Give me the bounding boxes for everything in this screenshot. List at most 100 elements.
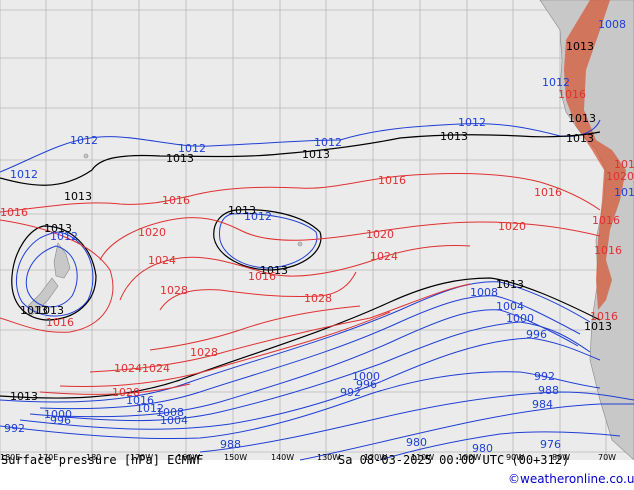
isobar-1016-nz bbox=[0, 219, 114, 333]
label-1016-e: 1016 bbox=[248, 270, 276, 283]
isobar-labels: 1012 1012 1012 1012 1012 1012 1012 1008 … bbox=[0, 18, 634, 455]
land-masses bbox=[27, 0, 634, 461]
credit-link[interactable]: ©weatheronline.co.uk bbox=[508, 472, 634, 486]
isobar-1013-north bbox=[0, 131, 601, 186]
label-1012-d: 1012 bbox=[458, 116, 486, 129]
isobar-980 bbox=[379, 431, 621, 461]
label-1028-a: 1028 bbox=[160, 284, 188, 297]
label-1024-a: 1024 bbox=[148, 254, 176, 267]
label-1028-b: 1028 bbox=[304, 292, 332, 305]
label-1013-a: 1013 bbox=[166, 152, 194, 165]
pacific-island bbox=[297, 241, 303, 247]
label-1020-a: 1020 bbox=[138, 226, 166, 239]
label-1016-c: 1016 bbox=[378, 174, 406, 187]
label-1013-m: 1013 bbox=[584, 320, 612, 333]
lon-label: 70W bbox=[598, 453, 616, 462]
label-1016-d: 1016 bbox=[534, 186, 562, 199]
chatham-island bbox=[83, 153, 89, 159]
lon-label: 160W bbox=[177, 453, 200, 462]
isobar-1008-nz-cell bbox=[25, 245, 78, 308]
label-1013-l: 1013 bbox=[568, 112, 596, 125]
label-1013-e: 1013 bbox=[64, 190, 92, 203]
label-1016-b: 1016 bbox=[162, 194, 190, 207]
label-1016-blue: 1016 bbox=[126, 394, 154, 407]
label-1012-b: 1012 bbox=[178, 142, 206, 155]
lon-label: 170W bbox=[130, 453, 153, 462]
label-1028-c: 1028 bbox=[190, 346, 218, 359]
label-976-a: 976 bbox=[540, 438, 561, 451]
new-zealand-north bbox=[53, 242, 71, 279]
label-1008-c: 1008 bbox=[598, 18, 626, 31]
label-1000-c: 1000 bbox=[44, 408, 72, 421]
isobars-high bbox=[0, 173, 601, 395]
label-1013-n: 1013 bbox=[20, 304, 48, 317]
isobar-1028 bbox=[159, 271, 357, 311]
label-1000-b: 1000 bbox=[352, 370, 380, 383]
label-1013-o: 1013 bbox=[496, 278, 524, 291]
isobar-1028-inner bbox=[149, 305, 361, 351]
label-1016-i: 1016 bbox=[558, 88, 586, 101]
lon-label: 180 bbox=[86, 453, 101, 462]
lon-label: 140W bbox=[271, 453, 294, 462]
label-996-a: 996 bbox=[526, 328, 547, 341]
isobar-1012-south bbox=[0, 281, 591, 403]
label-1012-g: 1012 bbox=[244, 210, 272, 223]
isobar-1020 bbox=[99, 217, 601, 261]
map-title: Surface pressure [hPa] ECMWF bbox=[1, 453, 204, 467]
label-1012-a: 1012 bbox=[70, 134, 98, 147]
lon-label: 90W bbox=[506, 453, 524, 462]
isobar-1020-south bbox=[59, 311, 391, 387]
isobar-1013-central bbox=[213, 209, 322, 271]
label-996-b: 996 bbox=[356, 378, 377, 391]
label-1013-g: 1013 bbox=[228, 204, 256, 217]
label-1013-j: 1013 bbox=[10, 390, 38, 403]
graticule bbox=[0, 0, 634, 460]
label-1020-e: 1020 bbox=[606, 170, 634, 183]
label-992-c: 992 bbox=[4, 422, 25, 435]
label-1016-a: 1016 bbox=[0, 206, 28, 219]
label-1000-a: 1000 bbox=[506, 312, 534, 325]
isobar-1012-central-low bbox=[219, 213, 318, 269]
label-1004-a: 1004 bbox=[496, 300, 524, 313]
label-1008-b: 1008 bbox=[156, 406, 184, 419]
label-1008-a: 1008 bbox=[470, 286, 498, 299]
label-1012-i: 1012 bbox=[542, 76, 570, 89]
label-1020-c: 1020 bbox=[498, 220, 526, 233]
isobar-996 bbox=[19, 337, 601, 430]
isobar-1012-nz-cell bbox=[15, 231, 94, 317]
lon-label: 180E bbox=[0, 453, 20, 462]
isobar-1016-south bbox=[39, 383, 191, 395]
label-1013-b: 1013 bbox=[302, 148, 330, 161]
label-992-b: 992 bbox=[340, 386, 361, 399]
label-1013-k: 1013 bbox=[566, 40, 594, 53]
label-1012-h: 1012 bbox=[136, 402, 164, 415]
isobar-1012-north bbox=[0, 119, 601, 173]
lon-label: 80W bbox=[552, 453, 570, 462]
label-984-a: 984 bbox=[532, 398, 553, 411]
lon-label: 150W bbox=[224, 453, 247, 462]
isobar-992 bbox=[0, 371, 601, 439]
label-1016-h: 1016 bbox=[592, 214, 620, 227]
label-1020-b: 1020 bbox=[366, 228, 394, 241]
isobar-1024 bbox=[119, 245, 471, 301]
label-1016-f: 1016 bbox=[46, 316, 74, 329]
label-1013-d: 1013 bbox=[566, 132, 594, 145]
lon-label: 110W bbox=[411, 453, 434, 462]
isobars-low bbox=[0, 119, 634, 461]
isobars-reference bbox=[0, 131, 601, 399]
andes-warm-region bbox=[564, 0, 626, 310]
isobar-1013-nz bbox=[11, 225, 97, 321]
isobar-1008 bbox=[39, 295, 581, 410]
label-1013-i: 1013 bbox=[36, 304, 64, 317]
label-1024-b: 1024 bbox=[370, 250, 398, 263]
isobar-1016 bbox=[0, 173, 601, 213]
label-996-c: 996 bbox=[50, 414, 71, 427]
label-1012-c: 1012 bbox=[314, 136, 342, 149]
label-1016-k: 1016 bbox=[594, 244, 622, 257]
isobar-1024-south bbox=[89, 283, 471, 373]
label-1016-j: 1016 bbox=[614, 158, 634, 171]
label-1012-e: 1012 bbox=[10, 168, 38, 181]
valid-time: Sa 08-03-2025 00:00 UTC (00+312) bbox=[338, 453, 570, 467]
label-980-b: 980 bbox=[472, 442, 493, 455]
